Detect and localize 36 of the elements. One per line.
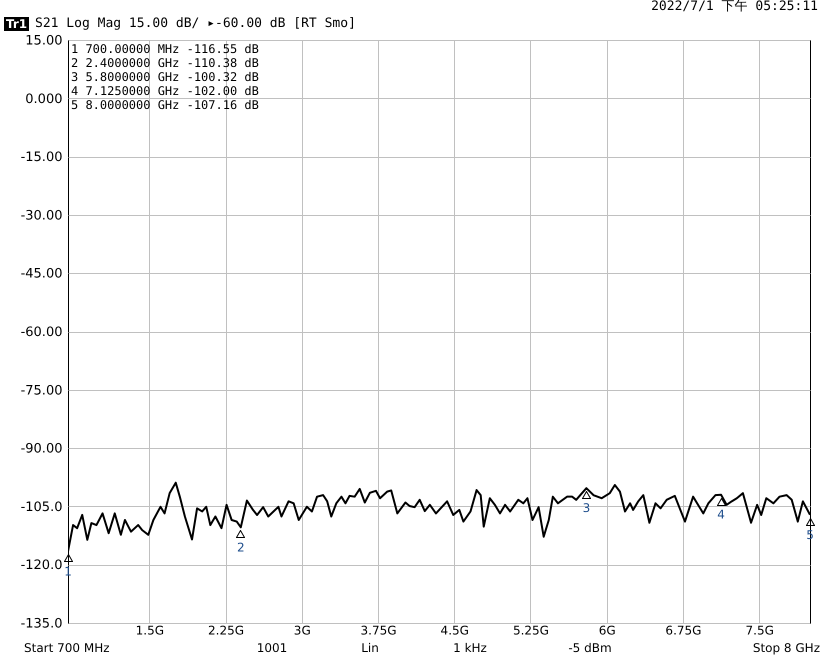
x-tick-label: 5.25G [512,624,549,638]
chart-title: S21 Log Mag 15.00 dB/ ▸-60.00 dB [RT Smo] [35,16,356,31]
annotation: 5 8.0000000 GHz -107.16 dB [71,98,259,112]
y-tick-label: 15.00 [25,34,62,48]
annotation: 4 7.1250000 GHz -102.00 dB [71,84,259,98]
x-tick-label: 2.25G [208,624,244,638]
annotation: 1 700.00000 MHz -116.55 dB [71,42,259,56]
y-tick-label: -15.00 [20,150,62,166]
text: 1 kHz [453,641,487,655]
y-tick-label: -45.00 [20,266,62,282]
y-tick-label: -105.0 [20,500,62,515]
y-tick-label: -135.0 [20,616,62,632]
text: Tr1 [4,17,30,31]
y-tick-label: -60.00 [20,325,62,340]
x-tick-label: 3G [294,624,311,638]
text: Lin [361,641,379,655]
x-tick-label: 6G [598,624,616,638]
x-tick-label: 3.75G [360,624,397,638]
y-tick-label: 0.000 [25,92,62,107]
x-tick-label: 1.5G [136,624,164,638]
y-tick-label: -75.00 [20,383,62,398]
text: -5 dBm [568,641,612,655]
annotation: 2 2.4000000 GHz -110.38 dB [71,56,259,70]
text: Start 700 MHz [24,641,110,655]
annotation: 4 [717,508,725,522]
annotation: 3 5.8000000 GHz -100.32 dB [71,70,259,84]
y-tick-label: -120.0 [20,558,62,574]
x-tick-label: 7.5G [745,624,774,638]
y-tick-label: -90.00 [20,442,62,457]
annotation: 3 [582,501,590,516]
text: 1001 [256,641,288,655]
x-tick-label: 4.5G [440,624,469,638]
x-tick-label: 6.75G [665,624,702,638]
text: Stop 8 GHz [752,641,820,655]
annotation: 2 [236,540,245,554]
y-tick-label: -30.00 [20,208,62,224]
